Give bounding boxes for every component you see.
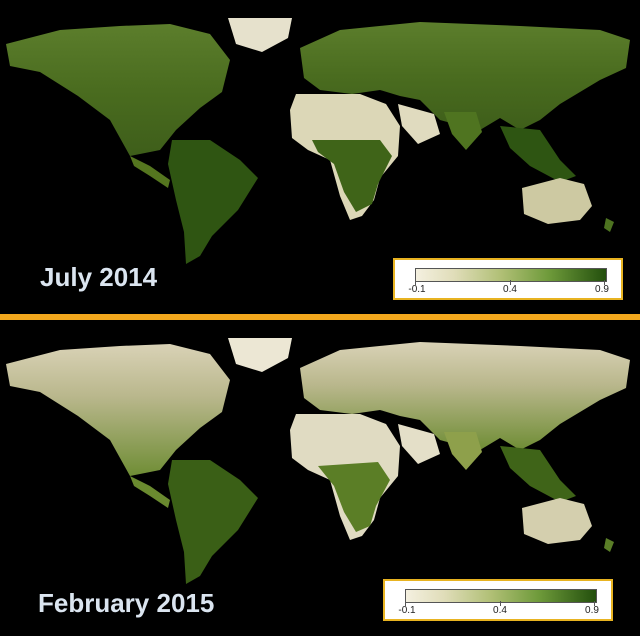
world-map [6, 338, 630, 584]
panel-divider [0, 314, 640, 320]
map-panel-july-2014: July 2014 -0.1 0.4 0.9 [0, 0, 640, 314]
north-america [6, 24, 230, 156]
se-asia [500, 126, 576, 182]
eurasia [300, 22, 630, 130]
date-label: July 2014 [40, 262, 158, 292]
eurasia [300, 342, 630, 450]
legend-tick-label-max: 0.9 [585, 605, 599, 616]
india [444, 432, 482, 470]
color-scale-bar [415, 268, 607, 282]
australia [522, 178, 592, 224]
legend-tick-label-min: -0.1 [398, 605, 416, 616]
greenland [228, 338, 292, 372]
legend-tick [604, 280, 605, 285]
ndvi-color-legend: -0.1 0.4 0.9 [383, 579, 613, 621]
world-map [6, 18, 630, 264]
legend-tick-label-mid: 0.4 [493, 605, 507, 616]
legend-tick [510, 280, 511, 285]
new-zealand [604, 218, 614, 232]
central-america [130, 156, 170, 188]
central-america [130, 476, 170, 508]
south-america [168, 460, 258, 584]
legend-tick-label-min: -0.1 [408, 284, 426, 295]
south-america [168, 140, 258, 264]
india [444, 112, 482, 150]
new-zealand [604, 538, 614, 552]
date-label: February 2015 [38, 588, 215, 618]
africa-green [312, 140, 392, 212]
legend-tick [594, 601, 595, 606]
arabia [398, 104, 440, 144]
australia [522, 498, 592, 544]
ndvi-color-legend: -0.1 0.4 0.9 [393, 258, 623, 300]
legend-tick [415, 280, 416, 285]
africa-green [318, 462, 390, 532]
se-asia [500, 446, 576, 502]
north-america [6, 344, 230, 476]
arabia [398, 424, 440, 464]
legend-tick-label-mid: 0.4 [503, 284, 517, 295]
greenland [228, 18, 292, 52]
legend-tick [500, 601, 501, 606]
color-scale-bar [405, 589, 597, 603]
legend-tick-label-max: 0.9 [595, 284, 609, 295]
legend-tick [405, 601, 406, 606]
map-panel-february-2015: February 2015 -0.1 0.4 0.9 [0, 320, 640, 636]
